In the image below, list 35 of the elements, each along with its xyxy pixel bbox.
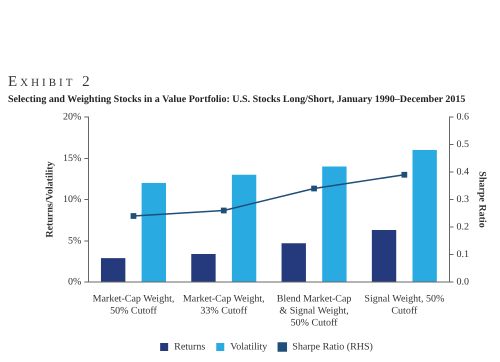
point — [220, 208, 227, 214]
y2-tick-label: 0.0 — [456, 276, 469, 288]
x-tick-label: Market-Cap Weight, 50% Cutoff — [92, 294, 174, 317]
y-tick-label: 5% — [68, 235, 82, 246]
bar — [232, 174, 256, 282]
legend-label: Volatility — [230, 342, 268, 353]
bar — [100, 258, 126, 282]
y-axis-title: Returns/Volatility — [44, 161, 56, 238]
y2-tick-label: 0.1 — [456, 249, 469, 260]
legend-label: Sharpe Ratio (RHS) — [292, 342, 373, 353]
y2-tick-label: 0.2 — [456, 222, 469, 233]
point — [130, 213, 136, 219]
y-tick-label: 15% — [62, 152, 82, 164]
y2-axis-title: Sharpe Ratio — [476, 171, 488, 228]
bar — [412, 150, 437, 282]
x-tick-label: Signal Weight, 50% Cutoff — [364, 294, 444, 317]
bar — [142, 183, 166, 282]
y-tick-label: 0% — [68, 276, 82, 288]
y-tick-label: 10% — [62, 194, 82, 206]
bar — [322, 166, 347, 282]
y2-tick-label: 0.4 — [456, 166, 469, 178]
y2-tick-label: 0.6 — [456, 112, 469, 123]
legend-label: Returns — [174, 342, 206, 353]
chart-subtitle: Selecting and Weighting Stocks in a Value Portfolio: U.S. Stocks Long/Short, January 1990–December 2015 — [8, 94, 466, 105]
x-tick-label: Blend Market-Cap & Signal Weight, 50% Cutoff — [276, 294, 352, 329]
point — [311, 186, 317, 192]
y2-tick-label: 0.3 — [456, 194, 469, 206]
bar — [282, 243, 306, 282]
bar — [372, 230, 396, 282]
point — [401, 172, 408, 178]
x-tick-label: Market-Cap Weight, 33% Cutoff — [182, 294, 265, 317]
bar — [191, 254, 216, 282]
y-tick-label: 20% — [62, 112, 82, 123]
chart-title: Exhibit 2 — [8, 74, 93, 91]
y2-tick-label: 0.5 — [456, 139, 469, 150]
